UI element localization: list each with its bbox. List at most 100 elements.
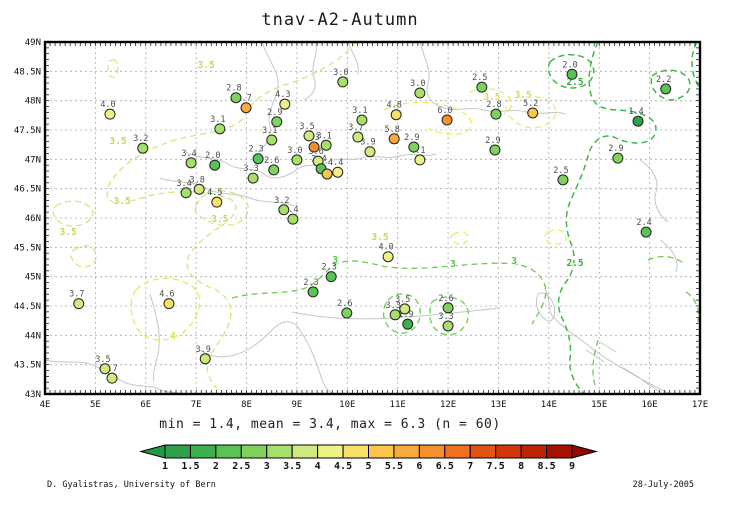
colorbar-segment (444, 444, 471, 459)
contour-line (383, 101, 472, 136)
contour-label: 4 (170, 331, 176, 342)
data-point (390, 109, 402, 121)
contour-label: 2.5 (566, 258, 583, 269)
data-point-label: 3.1 (262, 126, 277, 136)
data-point-label: 2.3 (322, 263, 337, 273)
x-axis-tick-label: 14E (541, 400, 557, 410)
data-point (442, 302, 454, 314)
y-axis-tick-label: 48N (25, 97, 41, 107)
colorbar-segment (215, 444, 242, 459)
contour-line (130, 277, 201, 341)
colorbar-tick-label: 8 (518, 461, 524, 472)
data-point (308, 141, 320, 153)
data-point (252, 153, 264, 165)
data-point-label: 5.7 (236, 94, 251, 104)
data-point (214, 123, 226, 135)
data-point-label: 3.2 (133, 134, 148, 144)
data-point-label: 2.6 (264, 156, 279, 166)
data-point (73, 298, 85, 310)
colorbar-segment (546, 444, 573, 459)
data-point (279, 98, 291, 110)
geo-line (44, 359, 185, 395)
data-point-label: 2.5 (472, 73, 487, 83)
data-point-label: 2.9 (404, 133, 419, 143)
data-point-label: 3.2 (274, 196, 289, 206)
y-axis-tick-label: 44.5N (14, 302, 41, 312)
data-point-label: 3.7 (348, 123, 363, 133)
contour-line (52, 200, 94, 227)
data-point-label: 3.9 (360, 138, 375, 148)
data-point (321, 168, 333, 180)
contour-label: 3.5 (515, 90, 532, 101)
data-point (163, 298, 175, 310)
data-point-label: 3.5 (395, 295, 410, 305)
x-axis-tick-label: 4E (40, 400, 51, 410)
colorbar-arrow-left (139, 444, 166, 459)
colorbar-segment (317, 444, 344, 459)
colorbar-tick-label: 6 (416, 461, 422, 472)
data-point-label: 2.2 (656, 75, 671, 85)
contour-label: 3 (450, 259, 456, 270)
data-point (612, 152, 624, 164)
data-point-label: 3.0 (333, 68, 348, 78)
geo-line (535, 292, 555, 322)
x-axis-tick-label: 11E (390, 400, 406, 410)
map-plot: 3.5 3.5 3.5 3.5 3.5 3.5 3.5 3.5 2.5 2.5 3 3 3 4 4.0 3.2… (14, 38, 708, 410)
data-point-label: 4.0 (378, 243, 393, 253)
data-point-label: 4.5 (207, 188, 222, 198)
contour-label: 3.5 (211, 214, 228, 225)
contour-label: 3.5 (109, 136, 126, 147)
x-axis-tick-label: 9E (292, 400, 303, 410)
colorbar-tick-label: 9 (569, 461, 575, 472)
geo-line (149, 293, 160, 383)
contour-line (70, 245, 97, 268)
colorbar-tick-label: 8.5 (538, 461, 556, 472)
geo-line (659, 239, 678, 273)
y-axis-tick-label: 47.5N (14, 126, 41, 136)
data-point (566, 68, 578, 80)
x-axis-tick-label: 8E (241, 400, 252, 410)
contour-line (592, 339, 599, 389)
colorbar-tick-label: 3.5 (283, 461, 301, 472)
contour-line (544, 229, 567, 245)
data-point-label: 3.4 (176, 179, 191, 189)
contour-line (106, 41, 357, 393)
data-point-label: 3.9 (196, 345, 211, 355)
data-point-label: 2.0 (562, 60, 577, 70)
contour-label: 3.5 (60, 227, 77, 238)
data-point (527, 107, 539, 119)
data-point (199, 353, 211, 365)
data-point (99, 363, 111, 375)
colorbar-tick-label: 3 (264, 461, 270, 472)
contour-line (194, 190, 249, 227)
x-axis-tick-label: 12E (440, 400, 456, 410)
data-point (240, 102, 252, 114)
contour-label: 3.5 (114, 196, 131, 207)
colorbar-segment (418, 444, 446, 459)
contour-line (382, 293, 421, 334)
geo-line (543, 287, 671, 395)
colorbar-tick-label: 7 (467, 461, 473, 472)
colorbar-segment (164, 444, 191, 459)
data-point-label: 2.9 (608, 144, 623, 154)
colorbar-tick-label: 4 (315, 461, 321, 472)
data-point (632, 115, 644, 127)
geo-line (303, 41, 317, 101)
y-axis-tick-label: 43.5N (14, 361, 41, 371)
data-point-label: 2.3 (303, 278, 318, 288)
data-point-label: 2.6 (438, 294, 453, 304)
geo-line (185, 151, 437, 179)
data-point-label: 3.3 (243, 164, 258, 174)
data-point (408, 141, 420, 153)
data-point-label: 3.1 (210, 115, 225, 125)
data-point-label: 2.0 (205, 151, 220, 161)
x-axis-tick-label: 13E (490, 400, 506, 410)
data-point (489, 144, 501, 156)
contour-label: 3.5 (371, 232, 388, 243)
colorbar: 1 1.5 2 2.5 3 3.5 4 4.5 5 5.5 6 6.5 7 7.5 8 8.5 9 (139, 444, 598, 472)
colorbar-tick-label: 1 (162, 461, 168, 472)
data-point (476, 81, 488, 93)
data-point (209, 159, 221, 171)
data-point (287, 213, 299, 225)
geo-line (639, 159, 669, 223)
